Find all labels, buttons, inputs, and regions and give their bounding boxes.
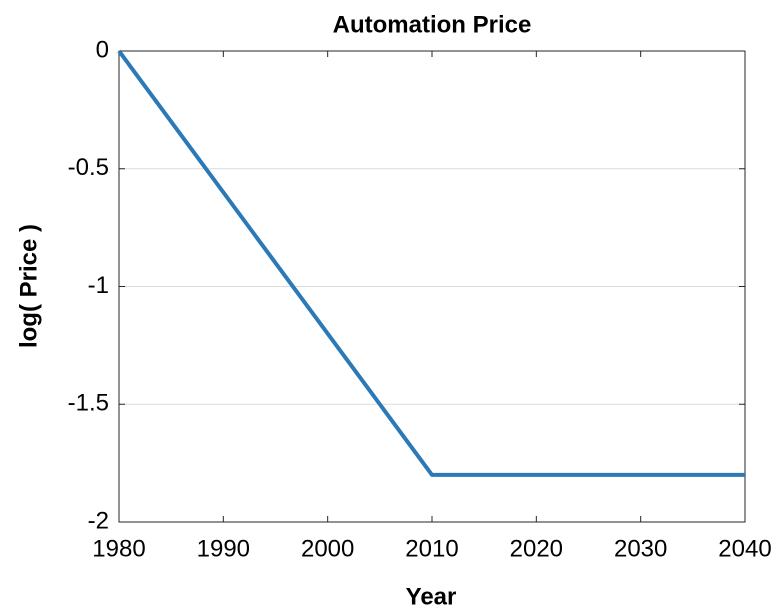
y-axis-label: log( Price ) xyxy=(15,224,42,348)
x-tick-label: 1980 xyxy=(92,535,145,562)
x-axis-label: Year xyxy=(406,583,457,610)
x-tick-label: 2000 xyxy=(301,535,354,562)
chart-title: Automation Price xyxy=(333,11,532,38)
x-tick-label: 1990 xyxy=(197,535,250,562)
y-tick-label: -0.5 xyxy=(68,154,109,181)
y-tick-label: 0 xyxy=(96,36,109,63)
y-tick-label: -1.5 xyxy=(68,390,109,417)
line xyxy=(117,49,745,477)
x-tick-label: 2020 xyxy=(510,535,563,562)
y-tick-label: -2 xyxy=(88,507,109,534)
plot-frame xyxy=(118,50,746,523)
x-tick-label: 2030 xyxy=(614,535,667,562)
y-tick-label: -1 xyxy=(88,272,109,299)
x-tick-label: 2040 xyxy=(718,535,771,562)
x-tick-label: 2010 xyxy=(405,535,458,562)
